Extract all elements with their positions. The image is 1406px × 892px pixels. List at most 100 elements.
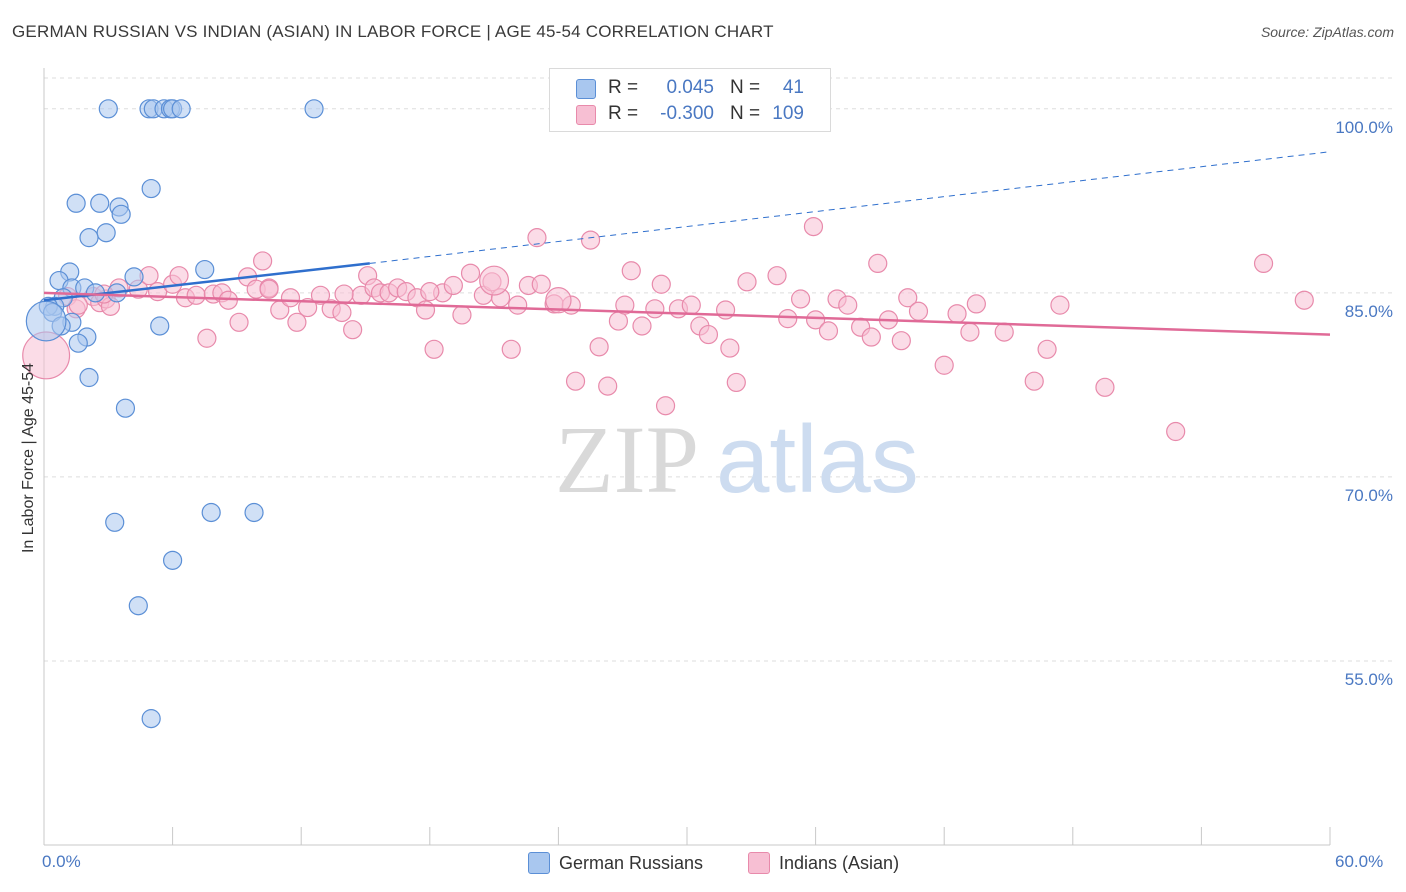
data-point <box>632 316 652 336</box>
grid-lines <box>44 77 1392 662</box>
data-point <box>908 301 929 321</box>
data-point <box>79 367 99 388</box>
data-point <box>580 230 601 250</box>
data-point <box>1294 290 1314 310</box>
data-point <box>280 288 301 308</box>
y-tick-label: 100.0% <box>1335 118 1393 137</box>
data-point <box>726 372 746 393</box>
data-point <box>645 299 665 319</box>
axes <box>43 68 1331 846</box>
data-point <box>1024 371 1044 391</box>
y-tick-labels: 55.0% 70.0% 85.0% 100.0% <box>1335 118 1393 689</box>
data-point <box>861 327 881 347</box>
trend-line-indians-asian <box>43 291 1331 336</box>
data-point <box>1253 253 1274 274</box>
data-point <box>111 204 131 224</box>
data-point <box>621 261 641 281</box>
y-tick-label: 55.0% <box>1345 670 1393 689</box>
bottom-legend-label: German Russians <box>559 853 704 873</box>
data-point <box>651 274 671 294</box>
data-point <box>720 338 740 358</box>
data-point <box>790 289 811 309</box>
bottom-legend-label: Indians (Asian) <box>779 853 900 873</box>
data-point <box>68 333 88 353</box>
data-point <box>229 312 249 332</box>
data-point <box>415 300 436 320</box>
data-point <box>994 322 1014 342</box>
data-point <box>259 279 279 299</box>
data-point <box>479 265 510 296</box>
bottom-legend-swatch-blue <box>528 852 550 874</box>
data-point <box>443 275 463 296</box>
data-point <box>310 285 331 305</box>
data-point <box>343 320 363 340</box>
data-point <box>615 295 635 315</box>
legend-n-label: N = <box>730 103 761 124</box>
data-point <box>25 300 67 342</box>
data-point <box>737 272 757 292</box>
legend-r-value: 0.045 <box>666 77 714 98</box>
data-point <box>332 302 352 323</box>
correlation-legend: R = 0.045 N = 41 R = -0.300 N = 109 <box>549 68 831 132</box>
data-point <box>171 99 191 119</box>
data-point <box>778 309 798 329</box>
watermark: ZIP atlas <box>555 406 919 513</box>
data-point <box>105 512 125 532</box>
data-point <box>201 502 221 523</box>
data-point <box>163 550 183 570</box>
data-point <box>298 297 318 318</box>
data-point <box>891 331 911 351</box>
data-point <box>304 99 324 119</box>
data-point <box>141 709 161 729</box>
data-point <box>608 311 629 331</box>
data-point <box>960 322 980 342</box>
data-point <box>805 310 826 330</box>
data-point <box>195 259 215 280</box>
data-point <box>150 316 170 336</box>
legend-n-value: 41 <box>782 77 804 98</box>
legend-row-german-russians: R = 0.045 N = 41 <box>550 75 830 101</box>
watermark-zip: ZIP <box>555 406 699 513</box>
data-point <box>527 228 547 248</box>
data-point <box>197 328 217 348</box>
legend-swatch-pink <box>576 105 596 125</box>
data-point <box>698 324 719 345</box>
data-point <box>501 339 521 359</box>
legend-n-label: N = <box>730 77 761 98</box>
data-point <box>66 193 86 213</box>
trend-lines <box>43 151 1331 336</box>
data-point <box>79 228 99 248</box>
legend-r-label: R = <box>608 103 639 124</box>
legend-r-label: R = <box>608 77 639 98</box>
legend-r-value: -0.300 <box>660 103 714 124</box>
y-axis-label: In Labor Force | Age 45-54 <box>20 363 37 553</box>
data-point <box>803 217 824 237</box>
data-point <box>767 266 787 286</box>
data-point <box>124 267 144 287</box>
data-point <box>531 274 551 294</box>
data-point <box>169 266 189 286</box>
legend-swatch-blue <box>576 79 596 99</box>
data-point <box>545 287 572 314</box>
data-point <box>452 305 472 325</box>
data-point <box>420 282 440 302</box>
trend-extension-german-russians <box>369 151 1331 264</box>
data-point <box>1166 421 1186 442</box>
x-tick-label-min: 0.0% <box>42 852 81 871</box>
watermark-atlas: atlas <box>716 406 919 513</box>
legend-n-value: 109 <box>772 103 804 124</box>
data-point <box>934 355 954 375</box>
data-point <box>141 178 161 199</box>
data-point <box>96 223 116 243</box>
data-point <box>253 251 273 271</box>
data-point <box>244 502 264 523</box>
data-point <box>947 304 967 324</box>
data-point <box>598 376 618 396</box>
y-tick-label: 85.0% <box>1345 302 1393 321</box>
y-tick-label: 70.0% <box>1345 486 1393 505</box>
data-point <box>460 263 481 283</box>
data-point <box>868 253 888 274</box>
source-credit: Source: ZipAtlas.com <box>1260 24 1394 40</box>
data-point <box>1050 295 1070 315</box>
bottom-legend-swatch-pink <box>748 852 770 874</box>
